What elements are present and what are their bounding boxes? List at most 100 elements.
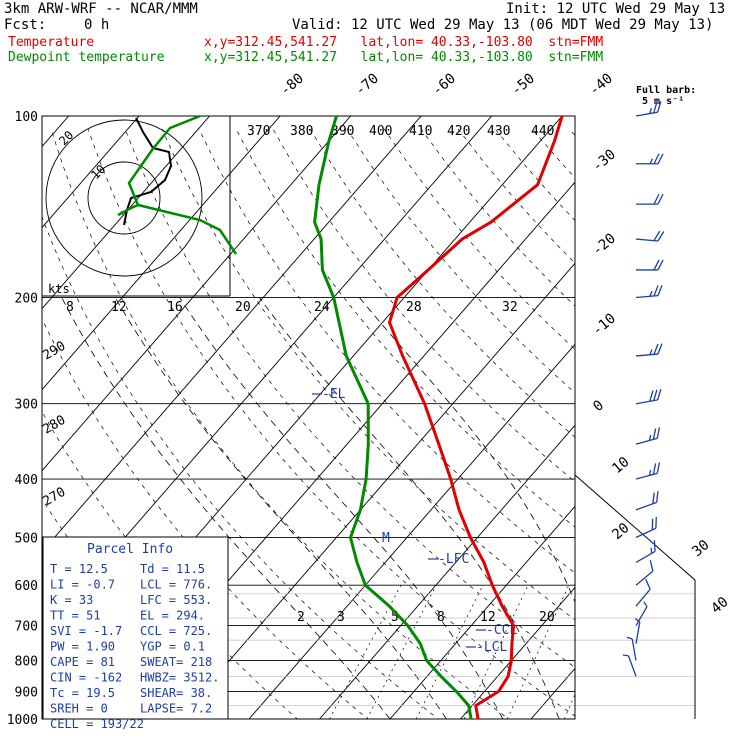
dry-adiabat <box>50 128 510 719</box>
parcel-info-right: LCL = 776. <box>140 578 212 592</box>
isotherm-label: -40 <box>586 71 616 100</box>
hodograph-units-label: kts <box>48 282 70 296</box>
isotherm-label: -30 <box>589 147 619 176</box>
dry-adiabat <box>42 410 298 719</box>
barb-legend-line1: Full barb: <box>636 85 697 96</box>
pressure-label: 800 <box>15 655 38 670</box>
marker-lcl: -LCL <box>476 640 507 655</box>
hodograph-trace-low <box>123 117 173 226</box>
wind-barb <box>636 193 664 205</box>
dry-adiabat <box>87 128 575 717</box>
hodograph-trace-upper <box>127 114 201 206</box>
theta-label: 400 <box>369 124 392 139</box>
wind-barb <box>635 343 663 357</box>
parcel-info-right: Td = 11.5 <box>140 562 205 576</box>
theta-label: 410 <box>409 124 432 139</box>
mixing-ratio-line <box>563 693 575 719</box>
parcel-info-left: TT = 51 <box>50 609 101 623</box>
parcel-info-right: SHEAR= 38. <box>140 686 212 700</box>
marker-el: -EL <box>322 387 346 402</box>
parcel-info-left: SVI = -1.7 <box>50 624 122 638</box>
marker-lfc: -LFC <box>438 552 469 567</box>
parcel-info-left: K = 33 <box>50 593 93 607</box>
dry-adiabat <box>494 128 575 222</box>
isotherm-line <box>602 116 740 719</box>
dry-adiabat <box>309 128 575 438</box>
isotherm-line <box>42 116 140 229</box>
isotherm-line <box>389 505 575 719</box>
dry-adiabat <box>606 129 740 732</box>
pressure-label: 300 <box>15 398 38 413</box>
parcel-info-right: HWBZ= 3512. <box>140 671 219 685</box>
theta-label: 270 <box>41 485 69 510</box>
isotherm-label: 40 <box>708 594 731 617</box>
dry-adiabat <box>680 129 740 732</box>
isotherm-line <box>178 262 575 719</box>
dry-adiabat <box>124 128 575 668</box>
wind-barb <box>635 388 662 405</box>
parcel-info-left: SREH = 0 <box>50 702 108 716</box>
dry-adiabat <box>161 128 575 621</box>
parcel-info-left: LI = -0.7 <box>50 578 115 592</box>
mixing-ratio-label: 12 <box>480 610 496 625</box>
pressure-label: 900 <box>15 685 38 700</box>
dry-adiabat <box>235 128 575 528</box>
wind-barb <box>635 101 662 117</box>
pressure-label: 1000 <box>7 713 38 728</box>
isotherm-line <box>319 424 575 719</box>
hodograph-speed-label: 16 <box>167 300 183 315</box>
wind-barb <box>622 654 637 677</box>
isotherm-label: -60 <box>429 71 459 100</box>
mixing-ratio-label: 3 <box>337 610 345 625</box>
hodograph-trace-high <box>117 203 238 255</box>
dewpoint-label: Dewpoint temperature <box>8 50 165 65</box>
isotherm-line <box>42 116 281 391</box>
mixing-ratio-label: 20 <box>539 610 555 625</box>
wind-barb <box>636 153 664 165</box>
pressure-label: 100 <box>15 110 38 125</box>
marker-m: M <box>382 531 390 546</box>
mixing-ratio-label: 8 <box>437 610 445 625</box>
dewpoint-location: x,y=312.45,541.27 lat,lon= 40.33,-103.80… <box>204 50 604 65</box>
dry-adiabat <box>383 128 575 350</box>
isotherm-label: -70 <box>352 71 382 100</box>
dry-adiabat <box>420 128 575 307</box>
temperature-label: Temperature <box>8 35 95 50</box>
theta-label: 370 <box>247 124 270 139</box>
mixing-ratio-line <box>366 585 437 719</box>
dry-adiabat <box>42 215 439 719</box>
wind-barb <box>635 540 656 564</box>
fcst-value: 0 h <box>84 17 110 33</box>
wind-barb <box>635 560 654 586</box>
parcel-info-panel <box>42 536 229 720</box>
parcel-info-right: SWEAT= 218 <box>140 655 212 669</box>
theta-label: 380 <box>290 124 313 139</box>
temperature-trace <box>388 115 564 720</box>
mixing-ratio-line <box>506 585 570 719</box>
isotherm-label: 30 <box>689 537 712 560</box>
isotherm-label: -50 <box>508 71 538 100</box>
parcel-info-title: Parcel Info <box>87 542 173 557</box>
parcel-info-left: CELL = 193/22 <box>50 717 144 731</box>
dry-adiabat <box>0 129 26 732</box>
parcel-info-left: Tc = 19.5 <box>50 686 115 700</box>
parcel-info-left: T = 12.5 <box>50 562 108 576</box>
dry-adiabat <box>346 128 575 394</box>
isotherm-label: 10 <box>609 454 632 477</box>
frame-extension <box>574 474 696 719</box>
wind-barb <box>635 230 665 242</box>
hodograph-speed-label: 8 <box>66 300 74 315</box>
wind-barb <box>635 284 663 299</box>
model-title: 3km ARW-WRF -- NCAR/MMM <box>4 1 198 17</box>
fcst-label: Fcst: <box>4 17 47 33</box>
isotherm-label: 0 <box>590 397 607 415</box>
dewpoint-trace <box>313 115 473 720</box>
hodograph-ring <box>45 119 203 277</box>
mixing-ratio-line <box>463 585 529 719</box>
parcel-info-left: CAPE = 81 <box>50 655 115 669</box>
isotherm-line <box>248 343 575 719</box>
wind-barb <box>635 427 661 445</box>
valid-time: Valid: 12 UTC Wed 29 May 13 (06 MDT Wed … <box>292 17 714 33</box>
init-time: Init: 12 UTC Wed 29 May 13 <box>506 1 726 17</box>
hodograph-ring-label: 10 <box>88 162 108 182</box>
